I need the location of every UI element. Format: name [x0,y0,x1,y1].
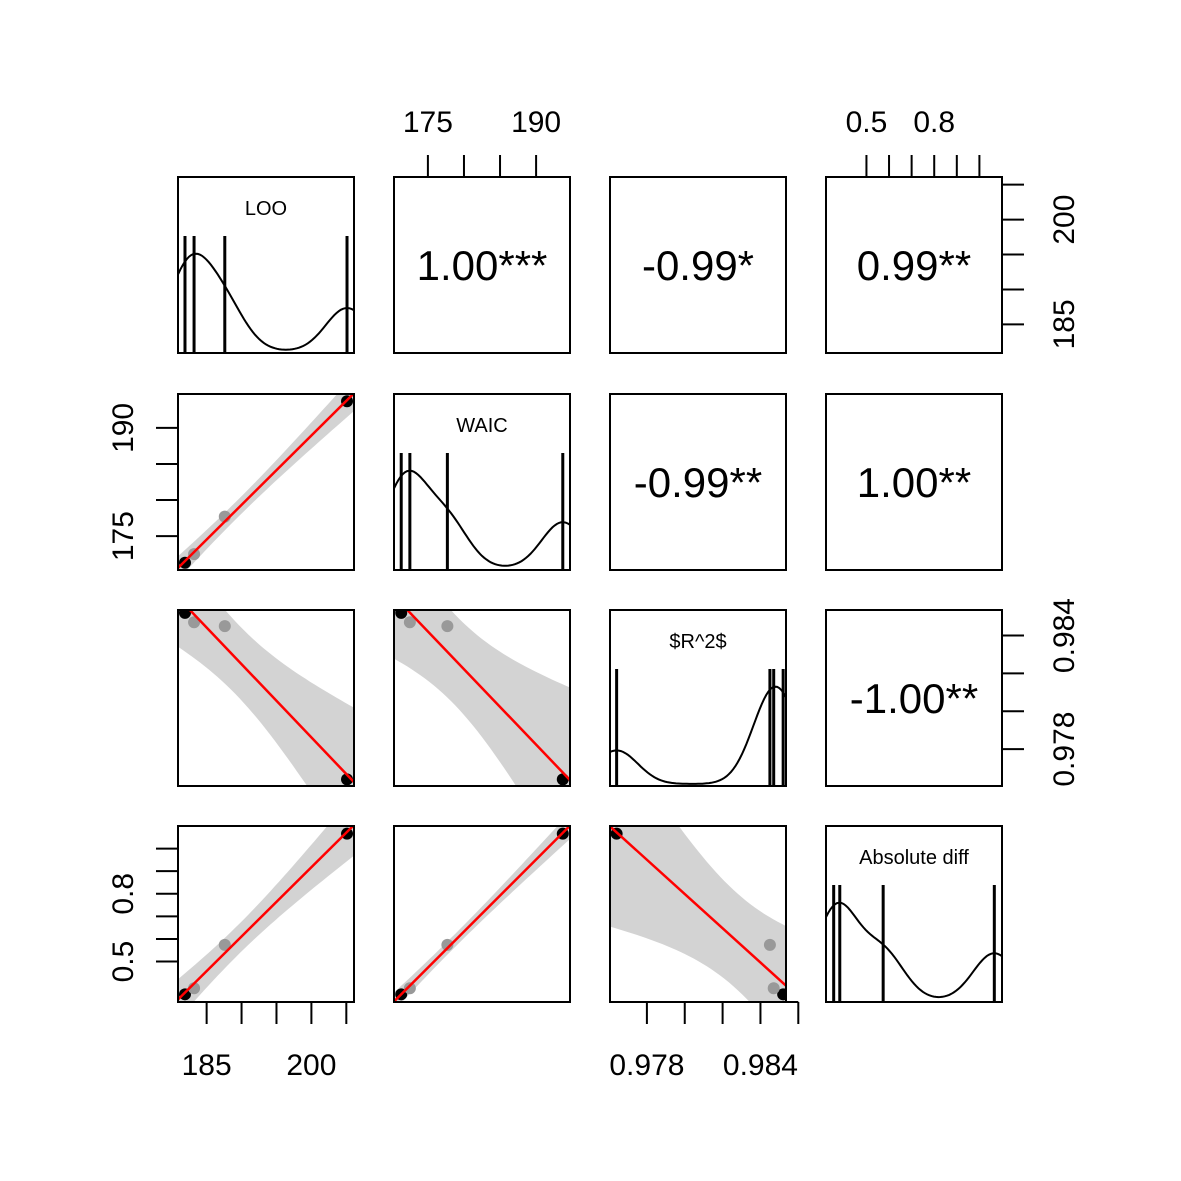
density-curve [826,901,1002,999]
tick-label-3: 0.984 [723,1049,798,1082]
panel-AbsDiff-R2 [609,825,787,1003]
density-curve [610,685,786,785]
left-axis-AbsDiff: 0.5 0.8 [107,847,179,983]
data-point-2 [218,620,231,633]
tick-label-0: 175 [107,511,140,561]
correlation-label: -0.99* [642,242,754,289]
fit-line [394,826,570,1002]
right-axis-R2: 0.978 0.984 [1001,598,1081,787]
data-point-2 [218,938,231,951]
panel-border [177,176,355,354]
correlation-label: 0.99** [857,242,971,289]
data-point-1 [403,982,416,995]
panel-WAIC-AbsDiff: 1.00** [825,393,1003,571]
fit-line [188,610,354,783]
panel-AbsDiff-WAIC [393,825,571,1003]
fit-line [610,826,786,987]
tick-label-0: 0.978 [1048,712,1081,787]
tick-label-3: 0.8 [913,106,955,139]
tick-label-0: 185 [182,1049,232,1082]
density-curve [394,469,570,567]
panel-border [393,393,571,571]
tick-label-3: 190 [107,403,140,453]
panel-border [609,609,787,787]
variable-name-LOO: LOO [245,198,287,220]
tick-label-0: 175 [403,106,453,139]
tick-label-3: 200 [1048,195,1081,245]
data-point-0 [395,610,408,619]
confidence-band [178,394,354,570]
tick-label-0: 0.5 [846,106,888,139]
confidence-band [178,826,354,1002]
confidence-band [610,826,786,1002]
confidence-band [178,610,354,786]
data-point-0 [178,610,191,619]
panel-LOO-AbsDiff: 0.99** [825,176,1003,354]
correlation-label: -0.99** [634,459,762,506]
correlation-label: 1.00** [857,459,971,506]
panel-border [825,393,1003,571]
panel-AbsDiff-AbsDiff: Absolute diff [825,825,1003,1003]
data-point-1 [403,616,416,629]
data-point-2 [441,620,454,633]
panel-R2-AbsDiff: -1.00** [825,609,1003,787]
panel-R2-R2: $R^2$ [609,609,787,787]
correlation-label: -1.00** [850,675,978,722]
variable-name-R2: $R^2$ [669,631,726,653]
panel-WAIC-LOO [177,393,355,571]
tick-label-3: 0.984 [1048,598,1081,673]
left-axis-WAIC: 175 190 [107,403,179,561]
tick-label-0: 0.5 [107,941,140,983]
top-axis-AbsDiff: 0.5 0.8 [846,106,981,178]
tick-label-0: 185 [1048,299,1081,349]
panel-R2-LOO [177,609,355,787]
data-point-1 [188,548,201,561]
tick-label-3: 0.8 [107,873,140,915]
panel-border [609,393,787,571]
panel-WAIC-WAIC: WAIC [393,393,571,571]
fit-line [178,826,354,1001]
confidence-band [394,826,570,1002]
panel-border [609,176,787,354]
confidence-band [394,610,570,786]
panel-border [825,825,1003,1003]
bottom-axis-R2: 0.978 0.984 [609,1001,800,1082]
data-point-0 [777,988,786,1001]
panel-border [177,609,355,787]
panel-R2-WAIC [393,609,571,787]
tick-label-0: 0.978 [609,1049,684,1082]
tick-label-3: 200 [286,1049,336,1082]
data-point-2 [441,938,454,951]
panel-WAIC-R2: -0.99** [609,393,787,571]
fit-line [178,394,354,569]
variable-name-AbsDiff: Absolute diff [859,847,969,869]
correlation-label: 1.00*** [417,242,548,289]
panel-border [393,825,571,1003]
data-point-1 [767,982,780,995]
panel-AbsDiff-LOO [177,825,355,1003]
tick-label-3: 190 [511,106,561,139]
density-curve [178,252,354,351]
data-point-2 [763,938,776,951]
fit-line [405,610,570,781]
right-axis-LOO: 185 200 [1001,183,1081,349]
panel-border [393,609,571,787]
top-axis-WAIC: 175 190 [403,106,561,178]
panel-LOO-LOO: LOO [177,176,355,354]
panel-LOO-R2: -0.99* [609,176,787,354]
panel-LOO-WAIC: 1.00*** [393,176,571,354]
variable-name-WAIC: WAIC [456,415,507,437]
bottom-axis-LOO: 185 200 [182,1001,348,1082]
